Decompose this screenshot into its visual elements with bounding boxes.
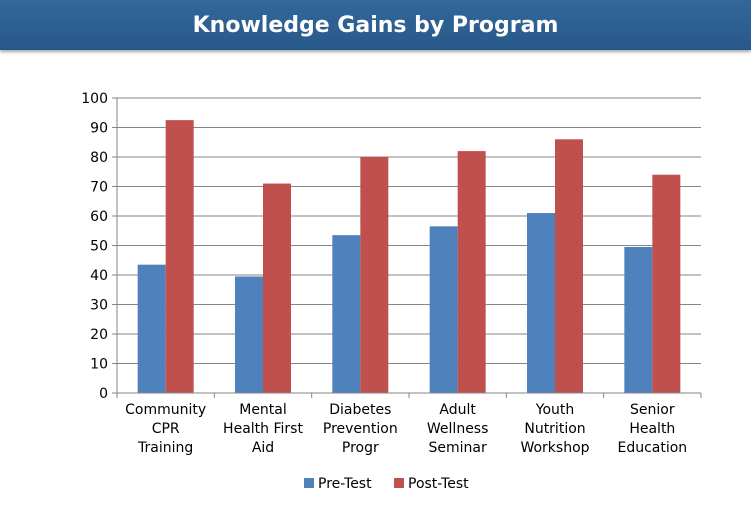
legend-pre-test-swatch (304, 478, 314, 488)
x-category-label: Aid (252, 440, 274, 456)
y-tick-label: 70 (90, 180, 108, 196)
y-tick-label: 50 (90, 239, 108, 255)
bar-post-test (457, 151, 486, 393)
bar-pre-test (527, 213, 555, 393)
bar-pre-test (137, 264, 166, 393)
x-category-label: Seminar (429, 440, 487, 456)
x-category-label: Training (137, 440, 193, 456)
x-category-label: CPR (152, 421, 180, 437)
x-category-label: Adult (439, 402, 476, 418)
legend-pre-test-label: Pre-Test (318, 476, 372, 492)
y-tick-label: 90 (90, 121, 108, 137)
bar-post-test (555, 139, 583, 393)
y-tick-label: 100 (81, 91, 108, 107)
y-tick-label: 60 (90, 209, 108, 225)
bar-pre-test (624, 246, 653, 393)
bar-post-test (263, 183, 291, 393)
y-tick-label: 30 (90, 298, 108, 314)
x-category-label: Workshop (520, 440, 589, 456)
bar-post-test (165, 120, 194, 393)
legend-post-test-label: Post-Test (408, 476, 469, 492)
bar-post-test (652, 174, 681, 393)
x-category-label: Mental (239, 402, 287, 418)
y-tick-label: 80 (90, 150, 108, 166)
y-tick-label: 40 (90, 268, 108, 284)
x-category-label: Health (629, 421, 675, 437)
x-category-label: Senior (630, 402, 675, 418)
x-category-label: Community (125, 402, 206, 418)
y-tick-label: 20 (90, 327, 108, 343)
x-category-label: Education (617, 440, 687, 456)
bar-post-test (360, 157, 389, 393)
x-category-label: Diabetes (329, 402, 391, 418)
bar-pre-test (429, 226, 458, 393)
chart-title: Knowledge Gains by Program (192, 12, 559, 38)
y-tick-label: 0 (99, 386, 108, 402)
x-category-label: Youth (535, 402, 575, 418)
x-category-label: Health First (223, 421, 303, 437)
y-tick-label: 10 (90, 357, 108, 373)
bar-pre-test (235, 276, 263, 393)
x-category-label: Prevention (323, 421, 398, 437)
x-category-label: Progr (342, 440, 379, 456)
x-category-label: Nutrition (524, 421, 585, 437)
title-bar: Knowledge Gains by Program (0, 0, 751, 50)
bar-pre-test (332, 235, 361, 393)
legend-post-test-swatch (394, 478, 404, 488)
x-category-label: Wellness (427, 421, 489, 437)
